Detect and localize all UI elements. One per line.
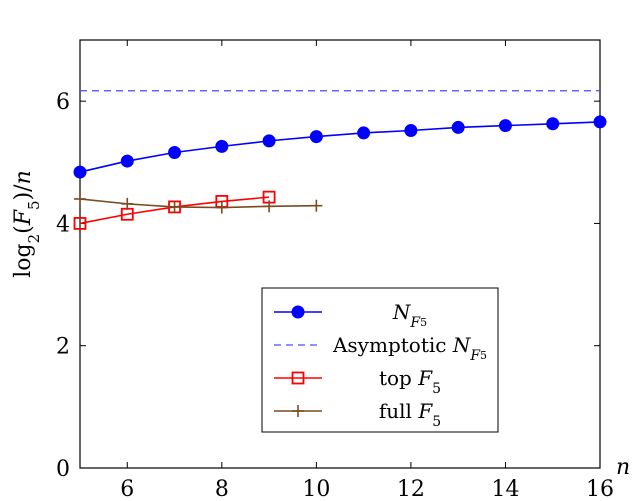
legend-entry: full F5 [274, 399, 441, 430]
data-point [73, 217, 87, 230]
series-layer [73, 90, 607, 230]
data-point [262, 134, 276, 148]
plot-frame [79, 39, 601, 469]
x-tick-label: 14 [491, 477, 519, 501]
data-point [309, 130, 323, 144]
x-tick-label: 6 [120, 477, 134, 501]
y-tick-label: 2 [56, 335, 70, 360]
x-tick-label: 12 [397, 477, 425, 501]
x-tick-label: 8 [215, 477, 229, 501]
data-point [168, 200, 181, 213]
legend-label: NF5 [392, 300, 427, 331]
legend-entry: NF5 [274, 300, 427, 331]
y-tick-label: 6 [56, 90, 70, 115]
series-line [79, 198, 317, 209]
data-point [73, 165, 87, 179]
x-axis-label: n [616, 455, 630, 480]
data-point [168, 146, 182, 160]
data-point [120, 154, 134, 168]
data-point [263, 200, 276, 213]
series-0 [73, 115, 607, 179]
y-tick-label: 4 [56, 212, 70, 237]
legend-label: full F5 [379, 399, 441, 430]
data-point [310, 199, 323, 212]
y-axis-label: log2(F5)/n [11, 170, 43, 278]
series-line [79, 121, 601, 173]
legend-label: top F5 [379, 366, 441, 397]
data-point [121, 197, 134, 210]
x-tick-label: 16 [586, 477, 614, 501]
data-point [498, 119, 512, 133]
data-point [292, 405, 304, 417]
legend-entry: top F5 [274, 366, 441, 397]
data-point [291, 371, 305, 385]
legend-label: Asymptotic NF5 [332, 333, 487, 364]
legend-entry: Asymptotic NF5 [274, 333, 487, 364]
data-point [291, 305, 305, 319]
data-point [74, 192, 86, 205]
data-point [593, 115, 607, 129]
x-tick-label: 10 [302, 477, 330, 501]
data-point [215, 201, 228, 214]
data-point [546, 117, 560, 131]
series-3 [74, 192, 323, 214]
data-point [404, 123, 418, 137]
data-point [215, 139, 229, 153]
y-tick-label: 0 [56, 457, 70, 482]
axes: 6 8 10 12 14 16 0 2 4 6 n log2(F5)/n [11, 39, 630, 501]
data-point [451, 120, 465, 134]
data-point [357, 126, 371, 140]
